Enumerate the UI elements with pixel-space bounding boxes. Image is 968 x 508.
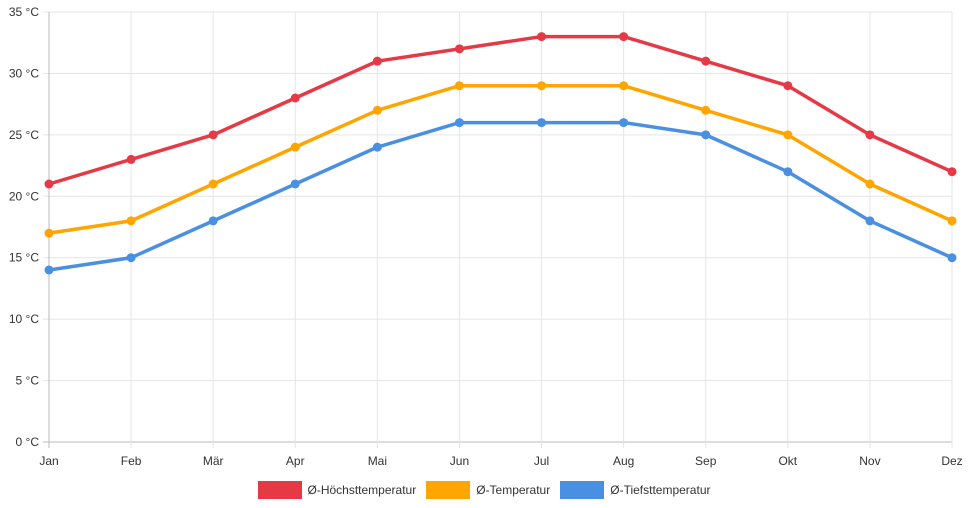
legend-swatch-low [560, 481, 605, 499]
data-point [44, 179, 54, 189]
legend: Ø-Höchsttemperatur Ø-Temperatur Ø-Tiefst… [0, 481, 968, 499]
x-tick-label: Jan [39, 454, 58, 468]
y-tick-label: 5 °C [16, 374, 40, 388]
data-point [537, 81, 547, 91]
data-point [372, 56, 382, 66]
data-point [865, 130, 875, 140]
data-point [44, 228, 54, 238]
y-tick-label: 10 °C [9, 312, 39, 326]
legend-label-low: Ø-Tiefsttemperatur [610, 483, 711, 497]
data-point [947, 167, 957, 177]
data-point [619, 81, 629, 91]
x-tick-label: Mai [368, 454, 387, 468]
data-point [44, 265, 54, 275]
data-point [454, 81, 464, 91]
x-tick-label: Jul [534, 454, 549, 468]
data-point [701, 105, 711, 115]
y-tick-label: 0 °C [16, 435, 40, 449]
data-point [537, 118, 547, 128]
data-point [372, 105, 382, 115]
data-point [701, 130, 711, 140]
legend-label-high: Ø-Höchsttemperatur [307, 483, 417, 497]
legend-item-high[interactable]: Ø-Höchsttemperatur [257, 481, 417, 499]
data-point [454, 44, 464, 54]
data-point [783, 167, 793, 177]
data-point [208, 216, 218, 226]
data-point [126, 253, 136, 263]
legend-swatch-avg [426, 481, 471, 499]
x-tick-label: Dez [941, 454, 962, 468]
data-point [537, 32, 547, 42]
x-tick-label: Sep [695, 454, 717, 468]
y-tick-label: 15 °C [9, 251, 39, 265]
x-tick-label: Apr [286, 454, 305, 468]
x-tick-label: Nov [859, 454, 880, 468]
data-point [290, 142, 300, 152]
data-point [126, 216, 136, 226]
y-tick-label: 35 °C [9, 5, 39, 19]
data-point [865, 179, 875, 189]
data-point [783, 130, 793, 140]
series-line [48, 34, 953, 186]
data-point [454, 118, 464, 128]
data-point [290, 179, 300, 189]
data-point [619, 32, 629, 42]
x-tick-label: Feb [121, 454, 142, 468]
data-point [290, 93, 300, 103]
y-tick-label: 25 °C [9, 128, 39, 142]
x-tick-label: Mär [203, 454, 224, 468]
legend-item-avg[interactable]: Ø-Temperatur [426, 481, 550, 499]
series-line [48, 120, 953, 272]
data-point [126, 154, 136, 164]
y-tick-label: 20 °C [9, 189, 39, 203]
data-point [783, 81, 793, 91]
data-point [701, 56, 711, 66]
data-point [947, 253, 957, 263]
data-point [208, 130, 218, 140]
legend-label-avg: Ø-Temperatur [476, 483, 551, 497]
x-tick-label: Jun [450, 454, 469, 468]
series-line [48, 83, 953, 235]
data-point [372, 142, 382, 152]
x-tick-label: Okt [778, 454, 797, 468]
data-point [619, 118, 629, 128]
y-tick-label: 30 °C [9, 66, 39, 80]
data-point [947, 216, 957, 226]
legend-item-low[interactable]: Ø-Tiefsttemperatur [560, 481, 710, 499]
legend-swatch-high [257, 481, 302, 499]
data-point [865, 216, 875, 226]
data-point [208, 179, 218, 189]
x-tick-label: Aug [613, 454, 634, 468]
